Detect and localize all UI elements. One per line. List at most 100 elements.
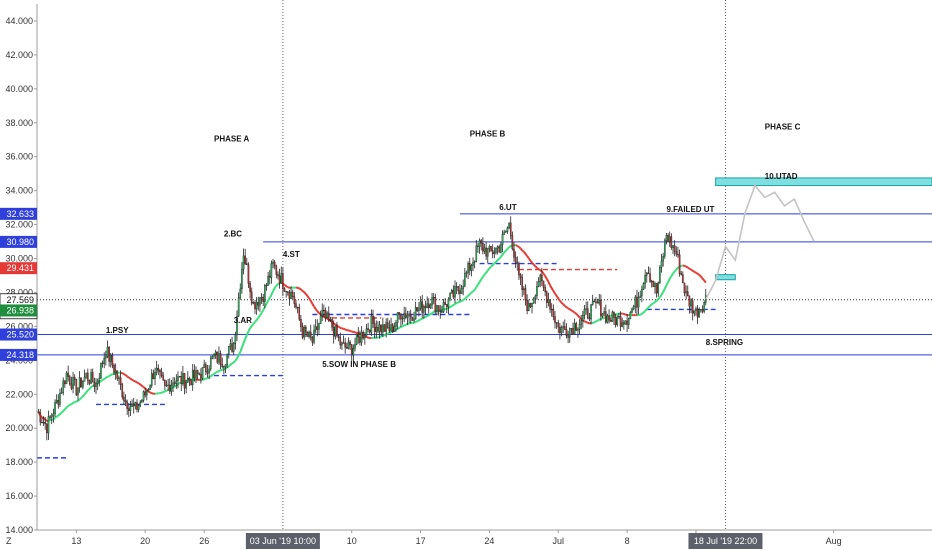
moving-average-segment	[231, 361, 235, 365]
candle-body	[403, 313, 405, 319]
candle-body	[231, 343, 233, 352]
moving-average-segment	[703, 279, 707, 284]
candle-body	[398, 312, 401, 315]
moving-average-segment	[461, 299, 464, 302]
candle-body	[647, 272, 650, 275]
moving-average-segment	[141, 385, 145, 388]
price-tag-label: 25.520	[6, 330, 34, 340]
moving-average-segment	[675, 266, 679, 271]
moving-average-segment	[672, 270, 676, 275]
moving-average-segment	[464, 296, 468, 300]
candle-body	[370, 315, 373, 333]
moving-average-segment	[270, 290, 274, 296]
moving-average-segment	[519, 247, 523, 251]
candle-body	[406, 315, 409, 318]
candle-body	[187, 378, 189, 383]
candle-body	[185, 382, 187, 389]
x-highlight-label: 18 Jul '19 22:00	[694, 536, 757, 546]
moving-average-segment	[505, 248, 509, 252]
corner-z-label: Z	[6, 536, 12, 546]
candle-body	[201, 366, 204, 379]
candle-body	[262, 296, 265, 302]
candle-body	[611, 311, 614, 322]
candle-body	[165, 385, 168, 387]
moving-average-segment	[467, 293, 471, 297]
candle-body	[577, 329, 579, 331]
candle-body	[39, 412, 42, 423]
candle-body	[665, 235, 668, 241]
candle-body	[57, 400, 60, 405]
candle-body	[136, 402, 138, 410]
candle-body	[434, 297, 437, 312]
candle-body	[41, 421, 43, 424]
candle-body	[114, 370, 117, 373]
candle-body	[142, 391, 145, 401]
candle-body	[93, 381, 96, 387]
annotation-label: 4.ST	[283, 250, 300, 259]
candle-body	[562, 326, 564, 328]
annotation-label: 9.FAILED UT	[666, 205, 714, 214]
projection-line	[705, 184, 815, 300]
candle-body	[367, 328, 369, 330]
candle-body	[183, 373, 186, 389]
candle-body	[160, 371, 163, 377]
moving-average-segment	[110, 373, 113, 376]
candle-body	[146, 390, 148, 396]
candle-body	[149, 385, 151, 390]
moving-average-segment	[663, 284, 668, 290]
candle-body	[260, 296, 263, 299]
candle-body	[573, 323, 576, 335]
candle-body	[542, 280, 545, 288]
candle-body	[496, 246, 499, 249]
candle-body	[673, 245, 676, 252]
candle-body	[503, 231, 505, 235]
moving-average-segment	[402, 324, 405, 328]
candle-body	[170, 384, 173, 392]
candle-body	[459, 290, 461, 294]
candle-body	[213, 354, 215, 357]
moving-average-segment	[449, 305, 453, 309]
moving-average-segment	[693, 270, 697, 274]
moving-average-segment	[559, 300, 563, 304]
moving-average-segment	[565, 306, 569, 310]
candle-body	[242, 255, 245, 270]
candle-body	[606, 315, 609, 323]
moving-average-segment	[587, 321, 590, 325]
candle-body	[544, 287, 546, 293]
moving-average-segment	[429, 312, 433, 316]
candle-body	[454, 286, 456, 298]
candle-body	[549, 299, 551, 310]
moving-average-segment	[426, 314, 430, 318]
candle-body	[193, 370, 196, 379]
candle-body	[418, 307, 420, 311]
candle-body	[447, 298, 450, 307]
moving-average-segment	[500, 253, 504, 258]
moving-average-segment	[425, 315, 428, 318]
x-highlight-tag	[688, 533, 763, 549]
candle-body	[259, 297, 261, 306]
candle-body	[162, 375, 165, 381]
candle-body	[206, 371, 209, 374]
candle-body	[62, 380, 65, 393]
moving-average-segment	[128, 376, 131, 380]
candle-body	[645, 272, 648, 276]
candle-body	[321, 309, 324, 317]
candle-body	[518, 263, 520, 276]
moving-average-segment	[245, 330, 250, 336]
candle-body	[168, 384, 171, 392]
y-tick-label: 36.000	[5, 152, 33, 162]
price-tag	[0, 207, 37, 220]
candle-body	[378, 324, 381, 332]
candle-body	[288, 291, 291, 299]
candle-body	[119, 377, 122, 385]
candle-body	[690, 300, 692, 307]
moving-average-segment	[124, 374, 128, 378]
moving-average-segment	[459, 300, 462, 303]
moving-average-segment	[462, 298, 466, 301]
moving-average-segment	[516, 245, 520, 248]
candle-body	[700, 309, 702, 311]
vertical-dotted-lines	[282, 0, 726, 530]
candle-body	[486, 248, 489, 257]
candle-body	[534, 295, 537, 299]
y-tick-label: 34.000	[5, 186, 33, 196]
